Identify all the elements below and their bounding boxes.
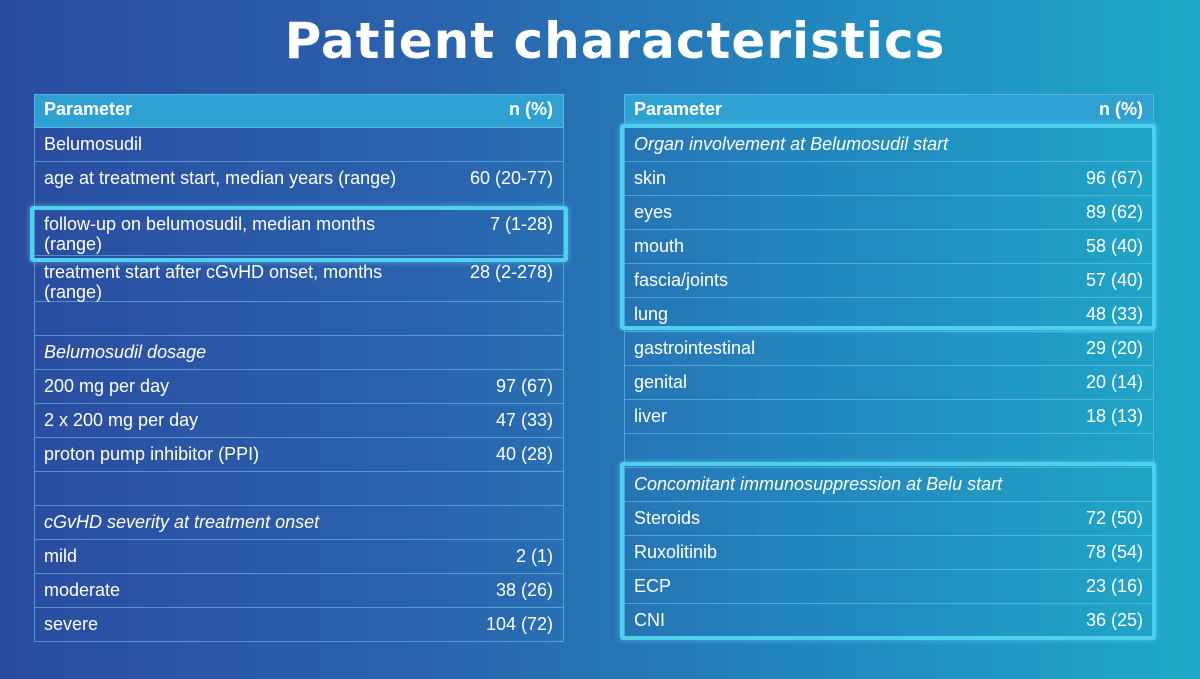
section-title: cGvHD severity at treatment onset	[44, 512, 320, 532]
row-parameter: liver	[634, 406, 668, 426]
row-parameter: Belumosudil	[44, 134, 143, 154]
table-row: mild 2 (1)	[34, 540, 564, 574]
row-parameter: mouth	[634, 236, 685, 256]
row-parameter: CNI	[634, 610, 665, 630]
table-row: 200 mg per day 97 (67)	[34, 370, 564, 404]
row-parameter: age at treatment start, median years (ra…	[44, 168, 397, 188]
table-row: eyes 89 (62)	[624, 196, 1154, 230]
section-heading: cGvHD severity at treatment onset	[34, 506, 564, 540]
row-parameter: skin	[634, 168, 667, 188]
row-value: 48 (33)	[1085, 304, 1143, 324]
row-parameter: 200 mg per day	[44, 376, 170, 396]
table-row: age at treatment start, median years (ra…	[34, 162, 564, 208]
table-row: Ruxolitinib 78 (54)	[624, 536, 1154, 570]
table-row: Steroids 72 (50)	[624, 502, 1154, 536]
row-parameter: severe	[44, 614, 99, 634]
table-row: lung 48 (33)	[624, 298, 1154, 332]
row-parameter: mild	[44, 546, 78, 566]
table-row: liver 18 (13)	[624, 400, 1154, 434]
row-parameter: eyes	[634, 202, 673, 222]
row-value: 40 (28)	[495, 444, 553, 464]
table-row: proton pump inhibitor (PPI) 40 (28)	[34, 438, 564, 472]
row-value: 97 (67)	[495, 376, 553, 396]
row-value: 20 (14)	[1085, 372, 1143, 392]
table-header: Parameter n (%)	[34, 94, 564, 128]
row-value: 38 (26)	[495, 580, 553, 600]
table-row: gastrointestinal 29 (20)	[624, 332, 1154, 366]
row-parameter: lung	[634, 304, 669, 324]
section-title: Belumosudil dosage	[44, 342, 207, 362]
row-parameter: fascia/joints	[634, 270, 729, 290]
row-parameter: Steroids	[634, 508, 701, 528]
section-heading: Organ involvement at Belumosudil start	[624, 128, 1154, 162]
header-parameter: Parameter	[634, 99, 723, 119]
row-parameter: genital	[634, 372, 688, 392]
table-row: fascia/joints 57 (40)	[624, 264, 1154, 298]
table-row: skin 96 (67)	[624, 162, 1154, 196]
row-parameter: treatment start after cGvHD onset, month…	[44, 262, 383, 302]
row-value: 18 (13)	[1085, 406, 1143, 426]
row-parameter: gastrointestinal	[634, 338, 756, 358]
table-row: moderate 38 (26)	[34, 574, 564, 608]
table-row: Belumosudil	[34, 128, 564, 162]
row-value: 29 (20)	[1085, 338, 1143, 358]
table-row: 2 x 200 mg per day 47 (33)	[34, 404, 564, 438]
row-value: 104 (72)	[485, 614, 553, 634]
section-heading: Concomitant immunosuppression at Belu st…	[624, 468, 1154, 502]
row-value: 28 (2-278)	[469, 262, 553, 282]
row-value: 47 (33)	[495, 410, 553, 430]
table-row-empty	[624, 434, 1154, 468]
row-value: 60 (20-77)	[469, 168, 553, 188]
table-header: Parameter n (%)	[624, 94, 1154, 128]
row-value: 78 (54)	[1085, 542, 1143, 562]
row-parameter: ECP	[634, 576, 672, 596]
table-row: mouth 58 (40)	[624, 230, 1154, 264]
row-parameter: proton pump inhibitor (PPI)	[44, 444, 260, 464]
parameters-table-right: Parameter n (%) Organ involvement at Bel…	[620, 94, 1156, 640]
table-row-empty	[34, 302, 564, 336]
row-parameter: 2 x 200 mg per day	[44, 410, 199, 430]
row-parameter: moderate	[44, 580, 121, 600]
table-row: treatment start after cGvHD onset, month…	[34, 256, 564, 302]
table-row-empty	[34, 472, 564, 506]
row-value: 2 (1)	[515, 546, 553, 566]
parameters-table-left: Parameter n (%) Belumosudil age at treat…	[30, 94, 568, 642]
table-row: genital 20 (14)	[624, 366, 1154, 400]
header-n-percent: n (%)	[509, 99, 553, 119]
row-parameter: follow-up on belumosudil, median months …	[44, 214, 376, 254]
row-value: 89 (62)	[1085, 202, 1143, 222]
section-heading: Belumosudil dosage	[34, 336, 564, 370]
row-parameter: Ruxolitinib	[634, 542, 718, 562]
table-row: ECP 23 (16)	[624, 570, 1154, 604]
header-n-percent: n (%)	[1099, 99, 1143, 119]
row-value: 7 (1-28)	[489, 214, 553, 234]
row-value: 36 (25)	[1085, 610, 1143, 630]
section-title: Organ involvement at Belumosudil start	[634, 134, 949, 154]
table-row: CNI 36 (25)	[624, 604, 1154, 638]
table-row: follow-up on belumosudil, median months …	[34, 208, 564, 256]
page-title: Patient characteristics	[284, 12, 946, 70]
row-value: 57 (40)	[1085, 270, 1143, 290]
row-value: 72 (50)	[1085, 508, 1143, 528]
row-value: 23 (16)	[1085, 576, 1143, 596]
header-parameter: Parameter	[44, 99, 133, 119]
table-row: severe 104 (72)	[34, 608, 564, 642]
row-value: 96 (67)	[1085, 168, 1143, 188]
section-title: Concomitant immunosuppression at Belu st…	[634, 474, 1003, 494]
row-value: 58 (40)	[1085, 236, 1143, 256]
